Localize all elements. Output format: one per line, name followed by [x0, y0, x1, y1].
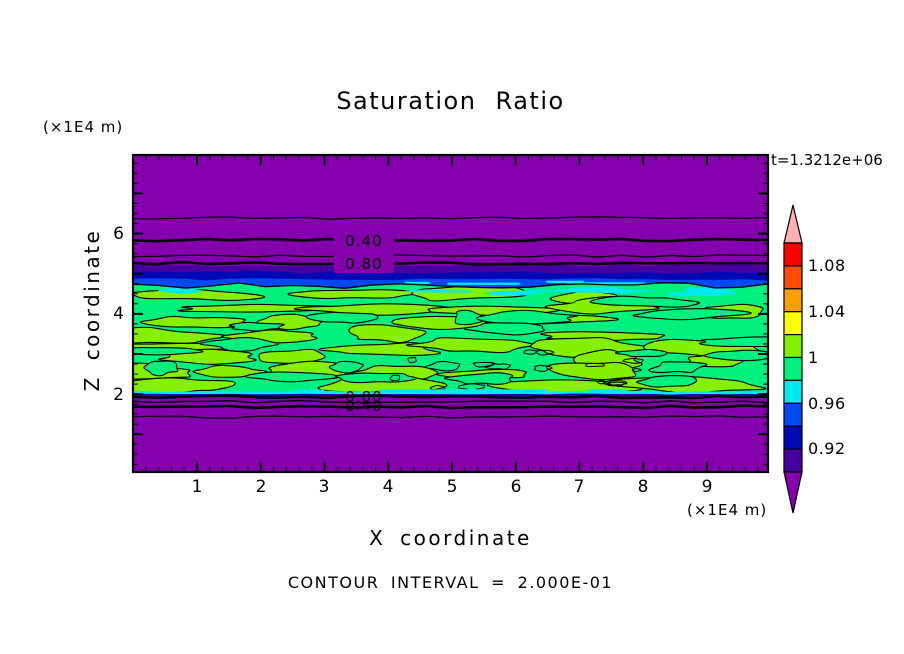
x-tick-label: 5 — [446, 477, 458, 497]
colorbar-tick-label: 1 — [808, 348, 819, 367]
colorbar-tick-label: 1.08 — [808, 256, 846, 275]
contour-line-label: 0.80 — [334, 255, 394, 273]
y-axis-units-label: (×1E4 m) — [43, 118, 124, 136]
x-tick-label: 2 — [255, 477, 267, 497]
x-tick-label: 4 — [382, 477, 394, 497]
colorbar-tick-label: 0.96 — [808, 394, 846, 413]
saturated-band — [133, 285, 768, 394]
plot-area — [133, 155, 768, 472]
contour-line-label: 0.40 — [334, 232, 394, 250]
colorbar-tick-label: 1.04 — [808, 302, 846, 321]
contour-line-label: 0.40 — [345, 397, 383, 415]
contour-interval-note: CONTOUR INTERVAL = 2.000E-01 — [287, 573, 614, 592]
axis-ticks — [133, 155, 768, 472]
chart-title: Saturation Ratio — [336, 87, 565, 115]
colorbar-tick-label: 0.92 — [808, 439, 846, 458]
colorbar — [783, 204, 803, 514]
x-tick-label: 3 — [318, 477, 330, 497]
x-tick-label: 1 — [191, 477, 203, 497]
x-tick-label: 6 — [510, 477, 522, 497]
y-tick-label: 4 — [113, 304, 124, 324]
y-tick-label: 6 — [113, 224, 124, 244]
time-annotation: t=1.3212e+06 — [771, 151, 883, 169]
contour-line-label: 0.80 — [345, 388, 383, 406]
y-tick-label: 2 — [113, 385, 124, 405]
x-tick-label: 8 — [637, 477, 649, 497]
x-tick-label: 9 — [701, 477, 713, 497]
x-axis-units-label: (×1E4 m) — [687, 501, 768, 519]
x-tick-label: 7 — [573, 477, 585, 497]
x-axis-title: X coordinate — [369, 526, 532, 550]
